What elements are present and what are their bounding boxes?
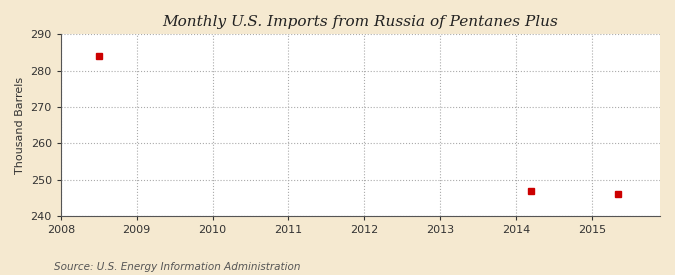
Title: Monthly U.S. Imports from Russia of Pentanes Plus: Monthly U.S. Imports from Russia of Pent…	[163, 15, 558, 29]
Text: Source: U.S. Energy Information Administration: Source: U.S. Energy Information Administ…	[54, 262, 300, 272]
Y-axis label: Thousand Barrels: Thousand Barrels	[15, 77, 25, 174]
